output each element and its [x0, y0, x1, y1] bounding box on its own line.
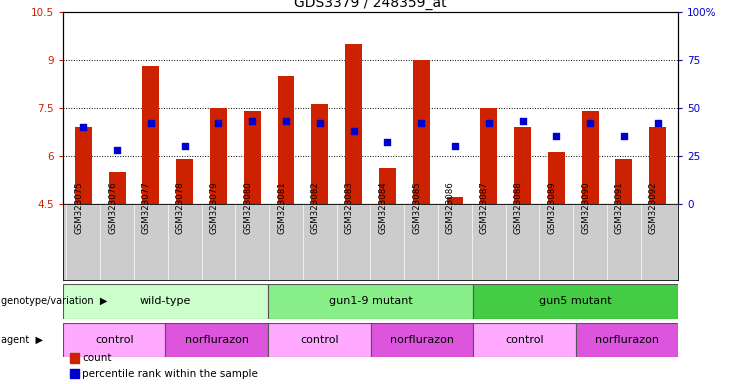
Text: gun5 mutant: gun5 mutant [539, 296, 612, 306]
Bar [447, 197, 463, 204]
Point [551, 133, 562, 139]
Point [584, 120, 596, 126]
Title: GDS3379 / 248359_at: GDS3379 / 248359_at [294, 0, 447, 10]
Bar [473, 323, 576, 357]
Point [179, 143, 190, 149]
Bar [649, 127, 666, 204]
Bar [176, 159, 193, 204]
Bar [244, 111, 261, 204]
Bar [345, 43, 362, 204]
Text: GSM323081: GSM323081 [277, 181, 286, 234]
Text: GSM323084: GSM323084 [379, 181, 388, 234]
Bar [473, 284, 678, 319]
Point [348, 127, 359, 134]
Text: GSM323077: GSM323077 [142, 181, 151, 234]
Text: GSM323089: GSM323089 [548, 181, 556, 234]
Text: GSM323085: GSM323085 [412, 181, 421, 234]
Bar [370, 323, 473, 357]
Point [280, 118, 292, 124]
Text: norflurazon: norflurazon [185, 335, 249, 345]
Bar [514, 127, 531, 204]
Text: GSM323091: GSM323091 [615, 181, 624, 234]
Bar [576, 323, 678, 357]
Point [618, 133, 630, 139]
Text: GSM323075: GSM323075 [74, 181, 83, 234]
Bar [75, 127, 92, 204]
Text: GSM323079: GSM323079 [210, 181, 219, 234]
Point [145, 120, 157, 126]
Text: GSM323076: GSM323076 [108, 181, 117, 234]
Bar [582, 111, 599, 204]
Text: control: control [300, 335, 339, 345]
Text: agent  ▶: agent ▶ [1, 335, 44, 345]
Bar [268, 323, 370, 357]
Bar [63, 323, 165, 357]
Bar [142, 66, 159, 204]
Point [516, 118, 528, 124]
Point [213, 120, 225, 126]
Bar [480, 108, 497, 204]
Text: genotype/variation  ▶: genotype/variation ▶ [1, 296, 108, 306]
Text: wild-type: wild-type [140, 296, 191, 306]
Bar [63, 284, 268, 319]
Text: control: control [505, 335, 544, 345]
Text: GSM323082: GSM323082 [310, 181, 320, 234]
Text: GSM323092: GSM323092 [648, 181, 658, 234]
Text: norflurazon: norflurazon [595, 335, 659, 345]
Point [77, 124, 89, 130]
Point [415, 120, 427, 126]
Point [246, 118, 258, 124]
Bar [268, 284, 473, 319]
Text: norflurazon: norflurazon [390, 335, 453, 345]
Bar [616, 159, 632, 204]
Point [652, 120, 664, 126]
Text: percentile rank within the sample: percentile rank within the sample [82, 369, 258, 379]
Bar [109, 172, 125, 204]
Text: GSM323087: GSM323087 [479, 181, 489, 234]
Point [449, 143, 461, 149]
Bar [413, 60, 430, 204]
Point [483, 120, 495, 126]
Text: control: control [95, 335, 133, 345]
Bar [210, 108, 227, 204]
Text: gun1-9 mutant: gun1-9 mutant [328, 296, 413, 306]
Bar [379, 168, 396, 204]
Point [314, 120, 326, 126]
Text: GSM323083: GSM323083 [345, 181, 353, 234]
Bar [548, 152, 565, 204]
Text: count: count [82, 353, 112, 363]
Text: GSM323088: GSM323088 [514, 181, 522, 234]
Bar [311, 104, 328, 204]
Point [111, 147, 123, 153]
Text: GSM323086: GSM323086 [446, 181, 455, 234]
Point [382, 139, 393, 145]
Text: GSM323080: GSM323080 [243, 181, 252, 234]
Text: GSM323078: GSM323078 [176, 181, 185, 234]
Text: GSM323090: GSM323090 [581, 181, 590, 234]
Bar [165, 323, 268, 357]
Bar [278, 76, 294, 204]
